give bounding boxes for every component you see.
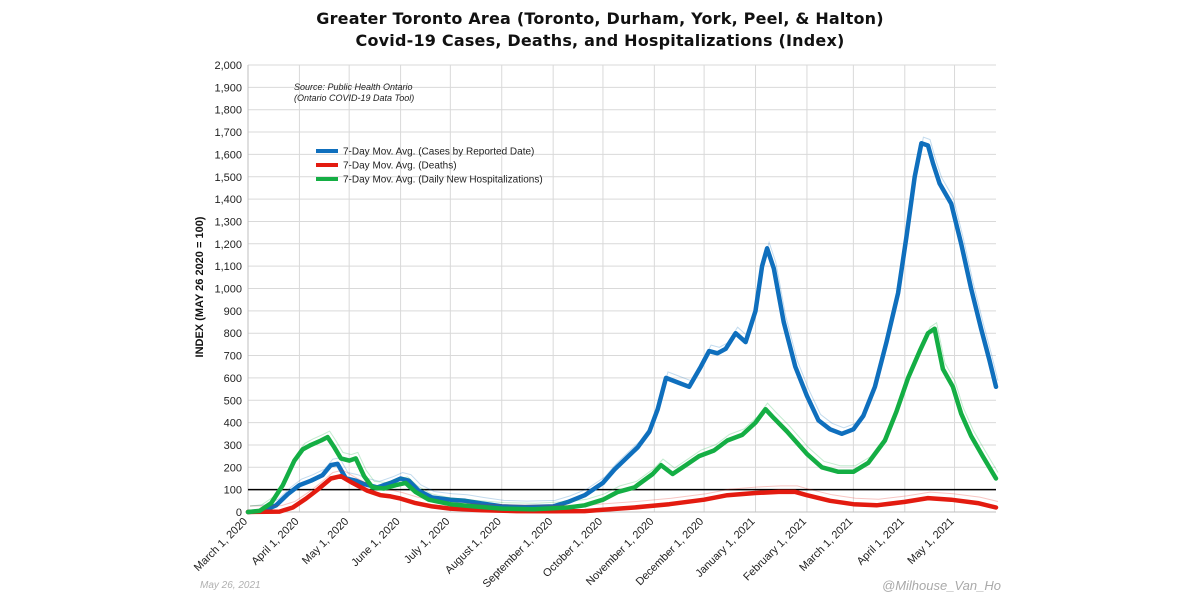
legend-label-2: 7-Day Mov. Avg. (Daily New Hospitalizati… [343,175,543,186]
date-stamp: May 26, 2021 [200,580,261,591]
legend-label-0: 7-Day Mov. Avg. (Cases by Reported Date) [343,147,534,158]
y-tick-label: 400 [224,418,242,430]
y-tick-label: 1,700 [214,127,242,139]
series-0-line [245,140,999,515]
x-tick-label: July 1, 2020 [402,516,452,566]
y-tick-label: 1,500 [214,172,242,184]
source-annotation-line-1: Source: Public Health Ontario [294,82,413,92]
source-annotation-line-2: (Ontario COVID-19 Data Tool) [294,93,414,103]
y-tick-label: 700 [224,351,242,363]
y-tick-label: 1,600 [214,149,242,161]
y-tick-label: 1,000 [214,284,242,296]
y-tick-label: 500 [224,395,242,407]
y-tick-label: 800 [224,328,242,340]
chart-title: Greater Toronto Area (Toronto, Durham, Y… [316,9,884,28]
chart-subtitle: Covid-19 Cases, Deaths, and Hospitalizat… [355,31,845,50]
x-tick-label: June 1, 2020 [349,516,402,569]
y-tick-label: 1,400 [214,194,242,206]
legend: 7-Day Mov. Avg. (Cases by Reported Date)… [316,147,543,186]
series-2-line [245,326,999,515]
legend-label-1: 7-Day Mov. Avg. (Deaths) [343,161,457,172]
series-1-line [245,473,999,515]
y-axis-label: INDEX (MAY 26 2020 = 100) [194,216,206,357]
y-tick-label: 300 [224,440,242,452]
y-tick-label: 1,300 [214,216,242,228]
x-tick-label: May 1, 2021 [905,516,956,567]
y-tick-label: 600 [224,373,242,385]
y-tick-label: 1,800 [214,105,242,117]
y-tick-label: 100 [224,485,242,497]
y-tick-label: 0 [236,507,242,519]
y-tick-label: 1,900 [214,82,242,94]
x-tick-label: April 1, 2020 [249,516,301,568]
y-tick-label: 1,100 [214,261,242,273]
author-credit: @Milhouse_Van_Ho [882,578,1001,593]
y-tick-label: 1,200 [214,239,242,251]
x-tick-label: March 1, 2020 [192,516,250,574]
x-tick-label: May 1, 2020 [300,516,351,567]
series-lines [245,136,999,515]
y-tick-label: 2,000 [214,60,242,72]
chart-title-block: Greater Toronto Area (Toronto, Durham, Y… [0,8,1200,52]
series-0-daily-shadow [249,136,999,507]
x-tick-label: April 1, 2021 [855,516,907,568]
y-tick-label: 200 [224,462,242,474]
y-tick-label: 900 [224,306,242,318]
